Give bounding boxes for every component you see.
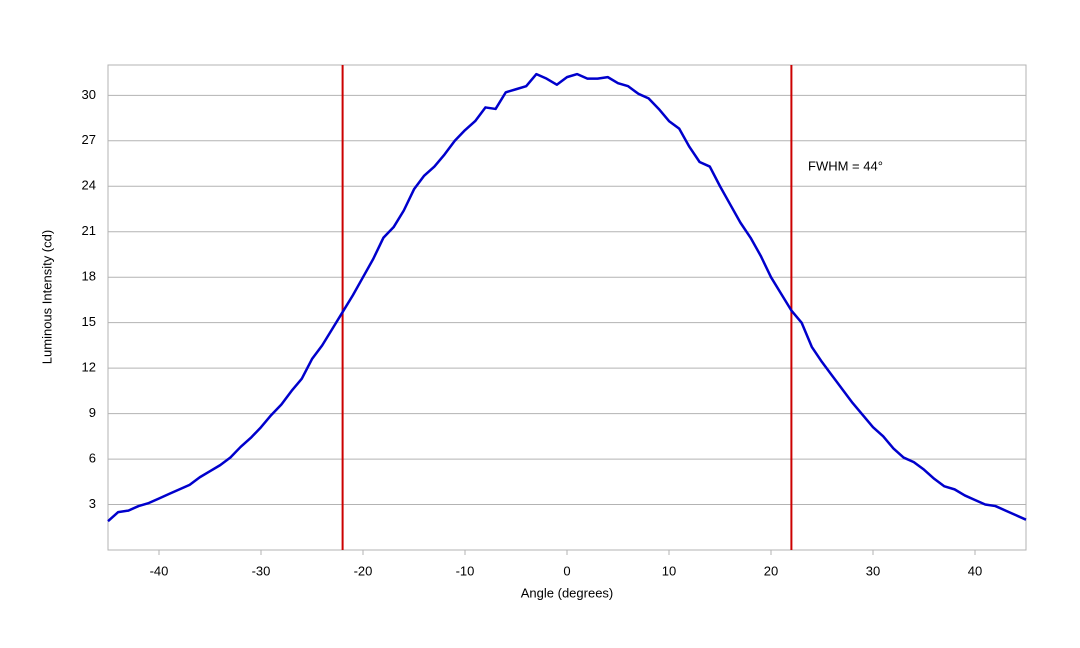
x-tick-label: -30 [252, 563, 271, 578]
x-tick-label: -20 [354, 563, 373, 578]
y-tick-label: 27 [82, 132, 96, 147]
y-tick-label: 9 [89, 405, 96, 420]
data-line [107, 72, 1027, 523]
annotation: FWHM = 44° [808, 158, 883, 173]
x-axis-title: Angle (degrees) [521, 585, 614, 600]
y-tick-label: 30 [82, 87, 96, 102]
y-tick-label: 24 [82, 178, 96, 193]
y-tick-label: 12 [82, 360, 96, 375]
y-tick-label: 21 [82, 223, 96, 238]
x-tick-label: 40 [968, 563, 982, 578]
x-tick-label: 30 [866, 563, 880, 578]
y-tick-label: 15 [82, 314, 96, 329]
x-tick-label: -40 [150, 563, 169, 578]
y-axis-title: Luminous Intensity (cd) [39, 230, 54, 364]
plot-area [107, 64, 1027, 551]
x-tick-label: 0 [563, 563, 570, 578]
x-tick-label: 20 [764, 563, 778, 578]
x-tick-label: 10 [662, 563, 676, 578]
y-tick-label: 18 [82, 269, 96, 284]
y-tick-label: 3 [89, 496, 96, 511]
y-tick-label: 6 [89, 451, 96, 466]
x-tick-label: -10 [456, 563, 475, 578]
